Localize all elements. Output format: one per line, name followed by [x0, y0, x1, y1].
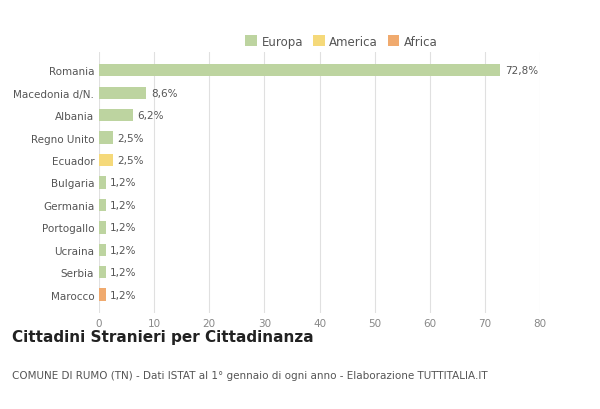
Text: 1,2%: 1,2%: [110, 200, 137, 210]
Text: 1,2%: 1,2%: [110, 245, 137, 255]
Legend: Europa, America, Africa: Europa, America, Africa: [243, 33, 440, 51]
Bar: [99, 155, 113, 167]
Bar: [99, 177, 106, 189]
Bar: [99, 244, 106, 256]
Text: COMUNE DI RUMO (TN) - Dati ISTAT al 1° gennaio di ogni anno - Elaborazione TUTTI: COMUNE DI RUMO (TN) - Dati ISTAT al 1° g…: [12, 370, 488, 380]
Text: 1,2%: 1,2%: [110, 290, 137, 300]
Text: 6,2%: 6,2%: [137, 111, 164, 121]
Bar: [99, 266, 106, 279]
Bar: [99, 289, 106, 301]
Text: 1,2%: 1,2%: [110, 267, 137, 278]
Bar: [99, 132, 113, 144]
Text: 1,2%: 1,2%: [110, 223, 137, 233]
Bar: [99, 88, 146, 100]
Text: Cittadini Stranieri per Cittadinanza: Cittadini Stranieri per Cittadinanza: [12, 329, 314, 344]
Text: 1,2%: 1,2%: [110, 178, 137, 188]
Text: 72,8%: 72,8%: [505, 66, 538, 76]
Text: 2,5%: 2,5%: [117, 133, 143, 143]
Bar: [99, 65, 500, 77]
Bar: [99, 222, 106, 234]
Text: 2,5%: 2,5%: [117, 156, 143, 166]
Bar: [99, 199, 106, 211]
Text: 8,6%: 8,6%: [151, 88, 178, 99]
Bar: [99, 110, 133, 122]
